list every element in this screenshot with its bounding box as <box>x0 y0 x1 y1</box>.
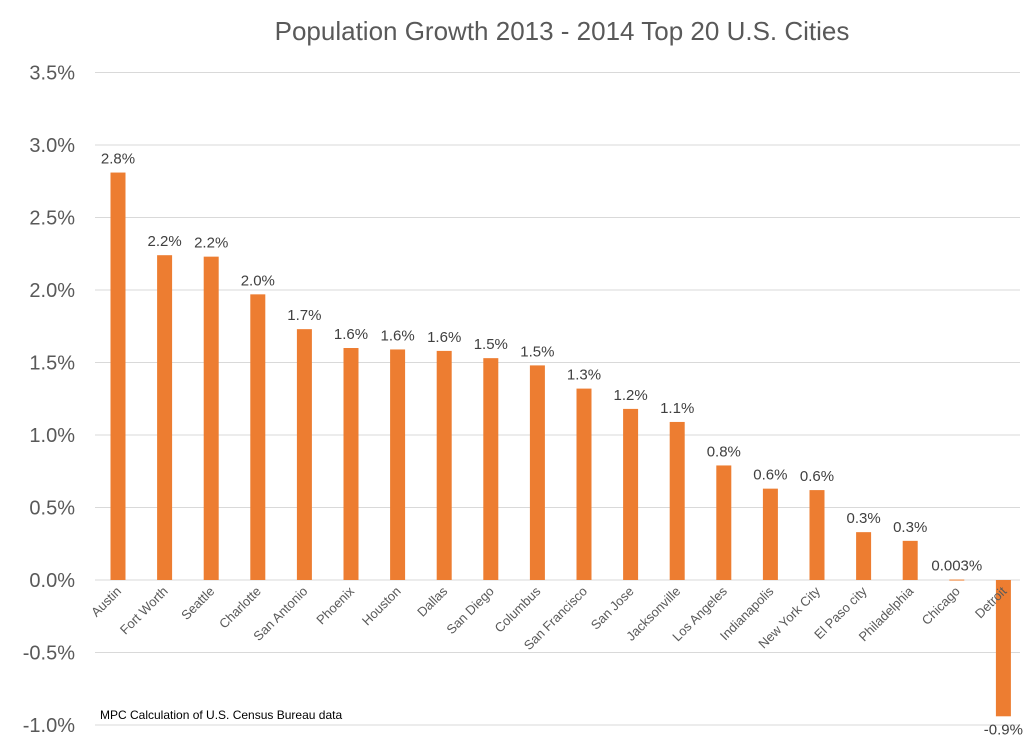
x-tick-label: Fort Worth <box>117 584 171 638</box>
bar-chicago <box>949 579 965 581</box>
bar-los-angeles <box>716 465 732 580</box>
data-label: 1.5% <box>520 343 554 360</box>
y-tick-label: 0.0% <box>29 570 75 592</box>
data-label: 2.8% <box>101 151 135 168</box>
bar-san-antonio <box>296 329 312 580</box>
data-label: 0.3% <box>846 510 880 527</box>
data-label: 1.6% <box>427 329 461 346</box>
data-label: 1.5% <box>474 336 508 353</box>
data-label: 0.8% <box>707 443 741 460</box>
bar-dallas <box>436 350 452 580</box>
x-tick-label: Phoenix <box>313 583 357 627</box>
x-tick-label: Chicago <box>919 584 963 628</box>
x-tick-label: San Jose <box>588 584 637 633</box>
bar-san-diego <box>483 358 499 580</box>
data-label: 0.6% <box>800 468 834 485</box>
bar-new-york-city <box>809 490 825 580</box>
data-label: 1.1% <box>660 400 694 417</box>
bar-austin <box>110 172 126 581</box>
data-label: 1.6% <box>380 327 414 344</box>
x-tick-label: Houston <box>359 584 404 629</box>
x-tick-label: Austin <box>88 584 124 620</box>
data-label: 1.7% <box>287 307 321 324</box>
x-tick-label: Dallas <box>414 583 451 620</box>
data-label: -0.9% <box>984 721 1023 738</box>
data-label: 0.3% <box>893 519 927 536</box>
y-tick-label: 2.5% <box>29 208 75 230</box>
source-annotation: MPC Calculation of U.S. Census Bureau da… <box>100 708 342 722</box>
y-tick-label: 1.0% <box>29 425 75 447</box>
y-tick-label: -1.0% <box>23 715 75 737</box>
x-tick-label: Charlotte <box>216 584 264 632</box>
data-label: 0.6% <box>753 467 787 484</box>
bar-san-francisco <box>576 388 592 580</box>
data-label: 1.3% <box>567 367 601 384</box>
data-label: 2.2% <box>194 235 228 252</box>
bar-san-jose <box>623 408 639 580</box>
bar-seattle <box>203 256 219 580</box>
y-tick-label: -0.5% <box>23 643 75 665</box>
y-tick-label: 1.5% <box>29 353 75 375</box>
bar-charlotte <box>250 294 266 580</box>
data-label: 2.0% <box>241 272 275 289</box>
y-tick-label: 2.0% <box>29 280 75 302</box>
bar-fort-worth <box>157 255 173 580</box>
data-label: 2.2% <box>147 233 181 250</box>
bar-philadelphia <box>902 540 918 580</box>
data-label: 0.003% <box>931 558 982 575</box>
bar-phoenix <box>343 348 359 580</box>
bar-jacksonville <box>669 421 685 580</box>
data-label: 1.2% <box>613 387 647 404</box>
bar-el-paso-city <box>856 532 872 580</box>
y-tick-label: 3.5% <box>29 63 75 85</box>
x-tick-label: San Diego <box>443 584 497 638</box>
data-label: 1.6% <box>334 326 368 343</box>
bar-detroit <box>995 580 1011 717</box>
bar-columbus <box>529 365 545 580</box>
y-tick-label: 3.0% <box>29 135 75 157</box>
x-tick-label: Seattle <box>178 584 217 623</box>
y-tick-label: 0.5% <box>29 498 75 520</box>
chart-title: Population Growth 2013 - 2014 Top 20 U.S… <box>275 16 850 46</box>
bar-houston <box>390 349 406 580</box>
bar-indianapolis <box>762 488 778 580</box>
